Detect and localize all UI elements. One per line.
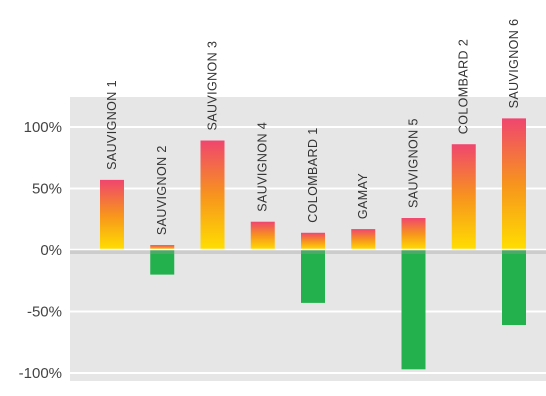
- category-label: COLOMBARD 1: [306, 127, 320, 222]
- bar-positive: [351, 229, 376, 250]
- bar-negative: [150, 250, 175, 275]
- bar-positive: [100, 179, 124, 250]
- category-label: SAUVIGNON 5: [407, 118, 421, 208]
- category-label: SAUVIGNON 1: [105, 80, 119, 170]
- y-tick-label: -50%: [27, 304, 62, 321]
- bar-positive: [401, 218, 426, 250]
- y-tick-label: -100%: [19, 365, 62, 382]
- category-labels: SAUVIGNON 1 SAUVIGNON 2 SAUVIGNON 3 SAUVIGN…: [105, 19, 521, 236]
- category-label: SAUVIGNON 4: [256, 122, 270, 212]
- bar-negative: [502, 250, 526, 326]
- bar-positive: [150, 245, 175, 250]
- zero-shadow: [70, 249, 546, 254]
- category-label: COLOMBARD 2: [457, 39, 471, 134]
- category-label: GAMAY: [356, 173, 370, 219]
- category-label: SAUVIGNON 6: [507, 19, 521, 109]
- y-tick-label: 100%: [24, 119, 62, 136]
- bar-positive: [451, 144, 476, 250]
- y-tick-label: 0%: [40, 242, 62, 259]
- bar-negative: [301, 250, 325, 303]
- bar-positive: [301, 232, 325, 250]
- bars: [100, 118, 526, 370]
- bar-positive: [200, 140, 225, 250]
- y-tick-label: 50%: [32, 181, 62, 198]
- bar-positive: [250, 221, 275, 250]
- category-label: SAUVIGNON 2: [155, 145, 169, 235]
- bar-positive: [502, 118, 526, 250]
- bar-negative: [401, 250, 426, 370]
- gridlines: [70, 126, 546, 374]
- y-axis: 100% 50% 0% -50% -100%: [19, 119, 62, 382]
- category-label: SAUVIGNON 3: [206, 41, 220, 131]
